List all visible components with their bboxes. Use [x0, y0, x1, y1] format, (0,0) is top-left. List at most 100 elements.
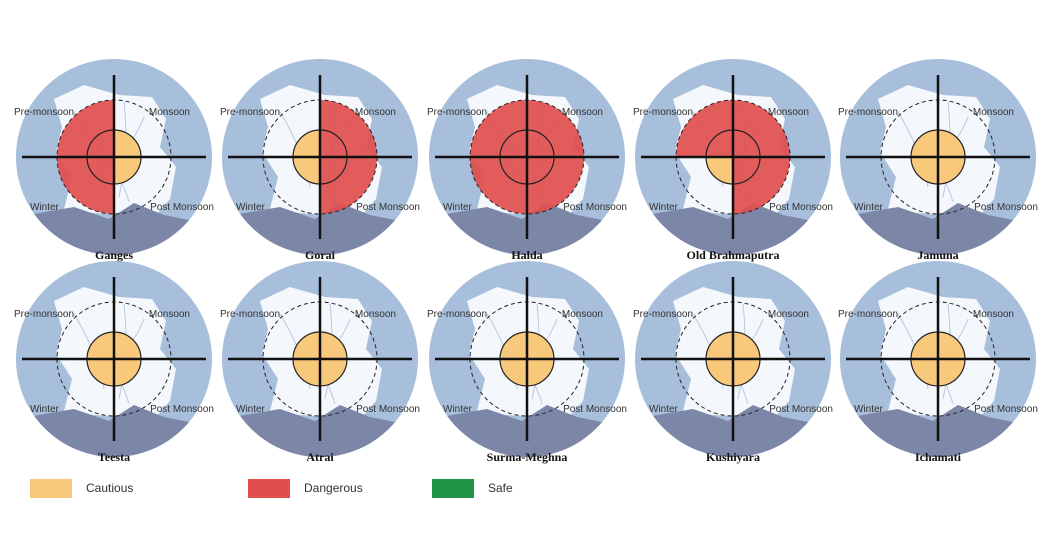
sector-pre-monsoon-dangerous: [470, 100, 527, 157]
legend-label-safe: Safe: [488, 481, 513, 495]
sector-winter-cautious: [706, 157, 733, 184]
label-winter: Winter: [649, 404, 679, 415]
legend: Cautious Dangerous Safe: [0, 476, 1050, 500]
legend-label-cautious: Cautious: [86, 481, 134, 495]
label-post-monsoon: Post Monsoon: [769, 202, 833, 213]
label-pre-monsoon: Pre-monsoon: [14, 107, 74, 118]
sector-post-monsoon-cautious: [733, 359, 760, 386]
label-monsoon: Monsoon: [768, 309, 809, 320]
label-monsoon: Monsoon: [149, 107, 190, 118]
sector-winter-cautious: [911, 157, 938, 184]
sector-pre-monsoon-cautious: [293, 332, 320, 359]
river-name: Old Brahmaputra: [686, 248, 779, 262]
label-pre-monsoon: Pre-monsoon: [14, 309, 74, 320]
sector-winter-cautious: [500, 359, 527, 386]
label-post-monsoon: Post Monsoon: [563, 404, 627, 415]
label-pre-monsoon: Pre-monsoon: [633, 107, 693, 118]
label-post-monsoon: Post Monsoon: [150, 404, 214, 415]
sector-monsoon-cautious: [938, 332, 965, 359]
label-winter: Winter: [649, 202, 679, 213]
river-diagram-halda: Pre-monsoon Monsoon Winter Post Monsoon Hald…: [427, 59, 627, 262]
sector-monsoon-dangerous: [527, 100, 584, 157]
river-name: Jamuna: [917, 248, 958, 262]
river-diagram-jamuna: Pre-monsoon Monsoon Winter Post Monsoon Jamu…: [838, 59, 1038, 262]
label-monsoon: Monsoon: [149, 309, 190, 320]
sector-post-monsoon-cautious: [938, 157, 965, 184]
label-post-monsoon: Post Monsoon: [974, 202, 1038, 213]
sector-monsoon-cautious: [527, 332, 554, 359]
river-name: Surma-Meghna: [487, 450, 568, 464]
river-diagram-surma-meghna: Pre-monsoon Monsoon Winter Post Monsoon Surm…: [427, 261, 627, 464]
legend-item-dangerous: Dangerous: [248, 476, 363, 500]
label-winter: Winter: [443, 404, 473, 415]
label-monsoon: Monsoon: [973, 107, 1014, 118]
river-diagram-ganges: Pre-monsoon Monsoon Winter Post Monsoon Gang…: [14, 59, 214, 262]
sector-post-monsoon-cautious: [938, 359, 965, 386]
river-name: Ichamati: [915, 450, 962, 464]
sector-winter-cautious: [87, 359, 114, 386]
sector-monsoon-cautious: [733, 332, 760, 359]
river-diagram-teesta: Pre-monsoon Monsoon Winter Post Monsoon Tees…: [14, 261, 214, 464]
sector-pre-monsoon-cautious: [500, 332, 527, 359]
label-pre-monsoon: Pre-monsoon: [838, 107, 898, 118]
label-pre-monsoon: Pre-monsoon: [838, 309, 898, 320]
label-pre-monsoon: Pre-monsoon: [427, 309, 487, 320]
river-name: Ganges: [95, 248, 133, 262]
sector-winter-cautious: [293, 359, 320, 386]
label-pre-monsoon: Pre-monsoon: [633, 309, 693, 320]
sector-post-monsoon-dangerous: [733, 157, 790, 214]
sector-monsoon-dangerous: [733, 100, 790, 157]
sector-monsoon-cautious: [114, 130, 141, 157]
sector-pre-monsoon-cautious: [293, 130, 320, 157]
label-winter: Winter: [30, 202, 60, 213]
river-name: Atrai: [306, 450, 334, 464]
sector-monsoon-cautious: [320, 332, 347, 359]
sector-post-monsoon-dangerous: [320, 157, 377, 214]
label-post-monsoon: Post Monsoon: [974, 404, 1038, 415]
label-monsoon: Monsoon: [768, 107, 809, 118]
legend-label-dangerous: Dangerous: [304, 481, 363, 495]
legend-item-cautious: Cautious: [30, 476, 133, 500]
sector-post-monsoon-cautious: [527, 359, 554, 386]
river-diagram-atrai: Pre-monsoon Monsoon Winter Post Monsoon Atra…: [220, 261, 420, 464]
sector-monsoon-cautious: [114, 332, 141, 359]
sector-pre-monsoon-cautious: [706, 332, 733, 359]
river-diagram-old-brahmaputra: Pre-monsoon Monsoon Winter Post Monsoon Old …: [633, 59, 833, 262]
river-name: Kushiyara: [706, 450, 760, 464]
label-monsoon: Monsoon: [973, 309, 1014, 320]
label-winter: Winter: [854, 404, 884, 415]
sector-winter-dangerous: [57, 157, 114, 214]
river-name: Gorai: [305, 248, 336, 262]
river-name: Teesta: [98, 450, 130, 464]
label-winter: Winter: [443, 202, 473, 213]
sector-monsoon-cautious: [938, 130, 965, 157]
label-pre-monsoon: Pre-monsoon: [427, 107, 487, 118]
label-pre-monsoon: Pre-monsoon: [220, 107, 280, 118]
sector-post-monsoon-cautious: [114, 157, 141, 184]
label-pre-monsoon: Pre-monsoon: [220, 309, 280, 320]
label-monsoon: Monsoon: [562, 309, 603, 320]
sector-winter-dangerous: [470, 157, 527, 214]
legend-item-safe: Safe: [432, 476, 513, 500]
river-diagram-gorai: Pre-monsoon Monsoon Winter Post Monsoon Gora…: [220, 59, 420, 262]
label-post-monsoon: Post Monsoon: [769, 404, 833, 415]
label-monsoon: Monsoon: [562, 107, 603, 118]
label-post-monsoon: Post Monsoon: [356, 404, 420, 415]
label-post-monsoon: Post Monsoon: [563, 202, 627, 213]
river-diagram-ichamati: Pre-monsoon Monsoon Winter Post Monsoon Icha…: [838, 261, 1038, 464]
sector-pre-monsoon-cautious: [87, 332, 114, 359]
river-diagram-kushiyara: Pre-monsoon Monsoon Winter Post Monsoon Kush…: [633, 261, 833, 464]
label-monsoon: Monsoon: [355, 309, 396, 320]
label-winter: Winter: [236, 202, 266, 213]
sector-winter-cautious: [911, 359, 938, 386]
label-winter: Winter: [236, 404, 266, 415]
sector-post-monsoon-cautious: [114, 359, 141, 386]
sector-pre-monsoon-cautious: [911, 130, 938, 157]
label-winter: Winter: [30, 404, 60, 415]
sector-monsoon-dangerous: [320, 100, 377, 157]
sector-pre-monsoon-dangerous: [57, 100, 114, 157]
label-monsoon: Monsoon: [355, 107, 396, 118]
sector-winter-cautious: [293, 157, 320, 184]
legend-swatch-safe: [432, 478, 474, 498]
